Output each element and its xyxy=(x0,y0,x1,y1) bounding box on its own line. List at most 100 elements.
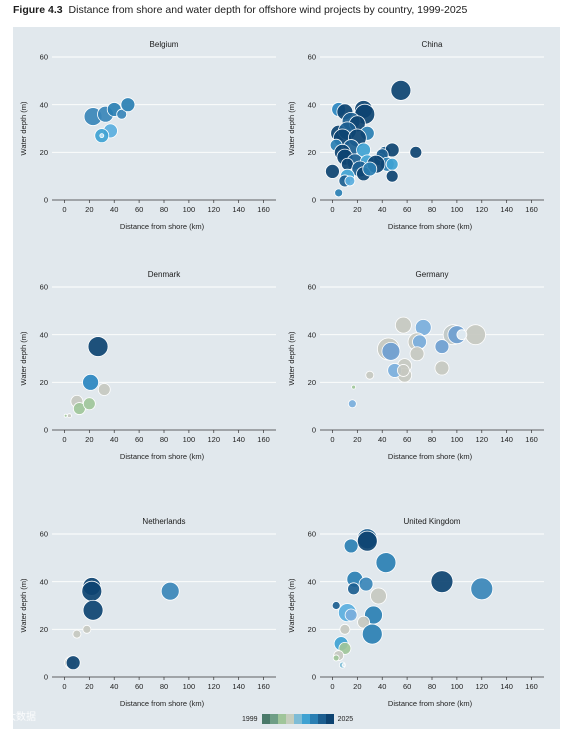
y-tick-label: 40 xyxy=(40,577,48,586)
x-axis-label: Distance from shore (km) xyxy=(388,452,473,461)
bubble-united-kingdom-6 xyxy=(347,582,361,596)
legend-start-label: 1999 xyxy=(242,715,258,723)
x-tick-label: 40 xyxy=(110,435,118,444)
bubble-denmark-2 xyxy=(97,383,111,396)
x-tick-label: 160 xyxy=(257,205,270,214)
x-tick-label: 80 xyxy=(428,435,436,444)
bubble-china-34 xyxy=(344,175,356,187)
x-tick-label: 100 xyxy=(183,435,196,444)
x-tick-label: 0 xyxy=(330,682,334,691)
chart-title: Netherlands xyxy=(142,517,185,526)
legend-swatch-2 xyxy=(277,714,286,724)
x-tick-label: 0 xyxy=(330,205,334,214)
x-tick-label: 100 xyxy=(183,205,196,214)
y-tick-label: 60 xyxy=(308,530,316,539)
x-tick-label: 100 xyxy=(451,682,464,691)
bubble-china-31 xyxy=(362,161,378,177)
legend-swatches xyxy=(261,714,334,724)
bubble-belgium-7 xyxy=(99,133,105,139)
x-tick-label: 160 xyxy=(257,682,270,691)
x-tick-label: 100 xyxy=(451,435,464,444)
legend-swatch-8 xyxy=(325,714,334,724)
bubble-united-kingdom-9 xyxy=(370,587,387,605)
y-axis-label: Water depth (m) xyxy=(19,578,28,632)
x-tick-label: 20 xyxy=(353,682,361,691)
chart-china: China 0 20 40 60 0 20 40 60 80 100 120 140 160 Distanc… xyxy=(287,40,544,231)
x-tick-label: 80 xyxy=(428,205,436,214)
chart-denmark: Denmark 0 20 40 60 0 20 40 60 80 100 120 140 160 Dista… xyxy=(19,270,276,461)
bubble-china-28 xyxy=(325,163,340,179)
bubble-netherlands-4 xyxy=(82,624,92,634)
bubble-china-27 xyxy=(385,157,399,171)
x-tick-label: 160 xyxy=(525,682,538,691)
x-tick-label: 140 xyxy=(232,435,245,444)
legend-swatch-0 xyxy=(261,714,270,724)
x-tick-label: 120 xyxy=(476,435,489,444)
x-tick-label: 80 xyxy=(428,682,436,691)
bubble-netherlands-3 xyxy=(82,599,104,621)
y-axis-label: Water depth (m) xyxy=(287,101,296,155)
chart-title: Belgium xyxy=(150,40,179,49)
bubble-china-18 xyxy=(409,145,423,159)
bubble-denmark-1 xyxy=(82,373,99,391)
x-tick-label: 140 xyxy=(232,682,245,691)
bubble-germany-0 xyxy=(394,316,412,334)
bubble-germany-18 xyxy=(351,384,357,390)
bubble-united-kingdom-16 xyxy=(361,623,383,645)
x-tick-label: 40 xyxy=(378,205,386,214)
bubble-belgium-3 xyxy=(116,108,128,120)
bubble-china-0 xyxy=(390,79,412,101)
bubble-china-35 xyxy=(385,169,399,183)
chart-germany: Germany 0 20 40 60 0 20 40 60 80 100 120 140 160 Dista… xyxy=(287,270,544,461)
chart-panel-background xyxy=(13,27,560,729)
y-tick-label: 0 xyxy=(312,426,316,435)
y-tick-label: 20 xyxy=(308,148,316,157)
legend-swatch-3 xyxy=(285,714,294,724)
y-tick-label: 40 xyxy=(308,330,316,339)
x-tick-label: 60 xyxy=(403,205,411,214)
y-tick-label: 20 xyxy=(308,625,316,634)
x-tick-label: 140 xyxy=(500,435,513,444)
bubble-united-kingdom-5 xyxy=(358,576,374,592)
bubble-germany-5 xyxy=(456,329,468,341)
y-tick-label: 0 xyxy=(44,426,48,435)
bubble-germany-7 xyxy=(381,341,401,361)
watermark-text: 大数据 xyxy=(6,712,36,723)
x-tick-label: 100 xyxy=(183,682,196,691)
bubble-netherlands-1 xyxy=(81,580,103,602)
x-tick-label: 0 xyxy=(62,435,66,444)
bubble-denmark-0 xyxy=(87,336,109,357)
x-tick-label: 40 xyxy=(110,205,118,214)
bubble-denmark-5 xyxy=(82,397,96,411)
x-tick-label: 160 xyxy=(257,435,270,444)
bubble-germany-11 xyxy=(409,346,425,362)
y-tick-label: 40 xyxy=(308,577,316,586)
figure-title-text: Distance from shore and water depth for … xyxy=(68,4,468,16)
y-tick-label: 0 xyxy=(44,196,48,205)
y-tick-label: 0 xyxy=(312,196,316,205)
y-tick-label: 0 xyxy=(44,673,48,682)
chart-title: Germany xyxy=(416,270,449,279)
y-axis-label: Water depth (m) xyxy=(19,331,28,385)
bubble-united-kingdom-7 xyxy=(430,570,454,594)
figure-title: Figure 4.3 Distance from shore and water… xyxy=(13,4,467,16)
x-tick-label: 140 xyxy=(232,205,245,214)
x-tick-label: 20 xyxy=(85,205,93,214)
x-tick-label: 20 xyxy=(353,435,361,444)
bubble-germany-17 xyxy=(365,370,375,380)
x-tick-label: 120 xyxy=(208,435,221,444)
x-tick-label: 120 xyxy=(208,205,221,214)
y-tick-label: 60 xyxy=(40,53,48,62)
legend-swatch-7 xyxy=(317,714,326,724)
y-tick-label: 40 xyxy=(40,100,48,109)
bubble-netherlands-2 xyxy=(160,581,180,601)
x-tick-label: 60 xyxy=(403,435,411,444)
x-tick-label: 20 xyxy=(85,435,93,444)
y-tick-label: 60 xyxy=(40,283,48,292)
bubble-united-kingdom-12 xyxy=(344,608,358,622)
x-axis-label: Distance from shore (km) xyxy=(120,699,205,708)
legend-swatch-6 xyxy=(309,714,318,724)
y-tick-label: 20 xyxy=(308,378,316,387)
figure-label: Figure 4.3 xyxy=(13,4,63,16)
